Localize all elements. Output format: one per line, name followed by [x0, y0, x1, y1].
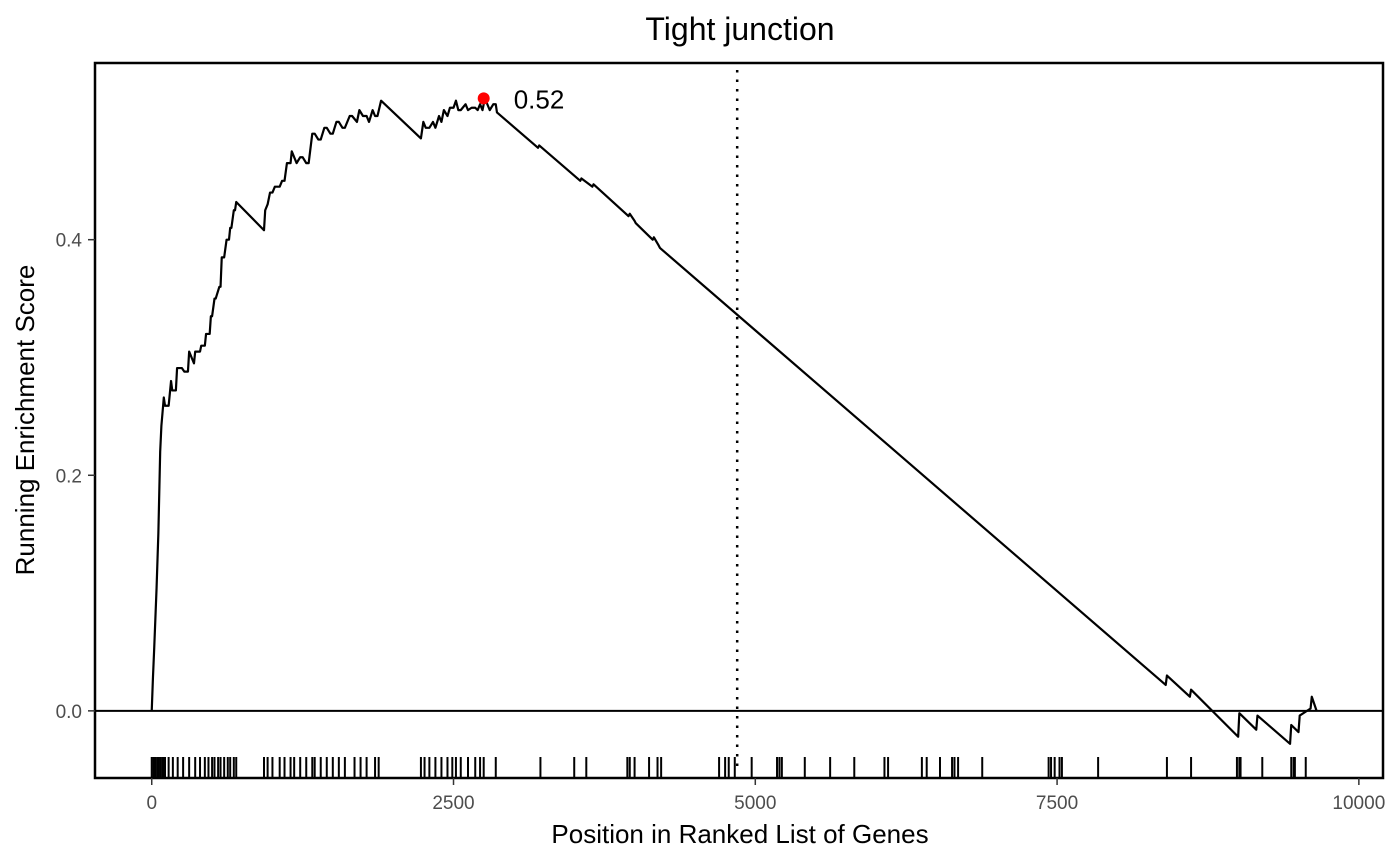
plot-border — [93, 61, 1385, 780]
y-axis-title: Running Enrichment Score — [10, 265, 40, 576]
x-tick-label: 2500 — [432, 793, 474, 814]
x-tick-label: 7500 — [1036, 793, 1078, 814]
y-tick-label: 0.4 — [56, 231, 83, 252]
chart-title: Tight junction — [645, 11, 834, 47]
plot-area: 0.52 — [95, 70, 1383, 778]
x-tick-label: 5000 — [734, 793, 776, 814]
x-axis-title: Position in Ranked List of Genes — [551, 819, 928, 849]
peak-label: 0.52 — [514, 84, 565, 114]
running-score-line — [150, 97, 1318, 745]
peak-point — [477, 92, 490, 105]
x-axis: 0 2500 5000 7500 10000 — [146, 778, 1385, 814]
gene-hit-rug — [150, 757, 1307, 778]
y-tick-label: 0.2 — [56, 466, 82, 487]
y-tick-label: 0.0 — [56, 702, 82, 723]
y-axis: 0.0 0.2 0.4 — [56, 231, 95, 723]
x-tick-label: 0 — [146, 793, 157, 814]
x-tick-label: 10000 — [1332, 793, 1385, 814]
